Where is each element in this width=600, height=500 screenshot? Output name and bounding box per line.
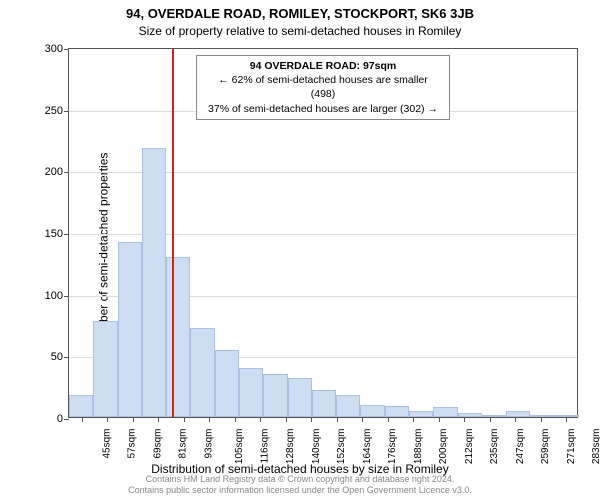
x-tick-mark <box>541 417 542 422</box>
histogram-bar <box>433 407 457 417</box>
x-tick-mark <box>311 417 312 422</box>
x-tick-mark <box>209 417 210 422</box>
infobox-line3: 37% of semi-detached houses are larger (… <box>205 102 441 116</box>
chart-container: 94, OVERDALE ROAD, ROMILEY, STOCKPORT, S… <box>0 0 600 500</box>
y-tick-mark <box>64 419 69 420</box>
histogram-bar <box>482 415 506 417</box>
x-tick-label: 188sqm <box>413 429 424 465</box>
x-tick-label: 152sqm <box>336 429 347 465</box>
x-tick-mark <box>133 417 134 422</box>
histogram-bar <box>166 257 190 417</box>
y-tick-mark <box>64 234 69 235</box>
x-tick-label: 176sqm <box>387 429 398 465</box>
x-tick-mark <box>184 417 185 422</box>
histogram-bar <box>93 321 117 417</box>
histogram-bar <box>142 148 166 417</box>
x-tick-mark <box>158 417 159 422</box>
x-tick-mark <box>286 417 287 422</box>
x-tick-mark <box>439 417 440 422</box>
x-tick-mark <box>515 417 516 422</box>
x-tick-label: 69sqm <box>152 429 163 459</box>
histogram-bar <box>69 395 93 417</box>
histogram-bar <box>360 405 384 417</box>
y-tick-mark <box>64 111 69 112</box>
x-tick-label: 235sqm <box>489 429 500 465</box>
histogram-bar <box>312 390 336 417</box>
y-tick-mark <box>64 357 69 358</box>
histogram-bar <box>288 378 312 417</box>
y-tick-mark <box>64 172 69 173</box>
y-tick-mark <box>64 49 69 50</box>
footer-line2: Contains public sector information licen… <box>0 485 600 497</box>
histogram-bar <box>239 368 263 417</box>
x-tick-mark <box>362 417 363 422</box>
title-main: 94, OVERDALE ROAD, ROMILEY, STOCKPORT, S… <box>0 6 600 21</box>
title-sub: Size of property relative to semi-detach… <box>0 24 600 38</box>
x-tick-mark <box>490 417 491 422</box>
reference-line <box>172 49 174 417</box>
x-tick-mark <box>107 417 108 422</box>
x-tick-label: 247sqm <box>515 429 526 465</box>
x-tick-label: 212sqm <box>464 429 475 465</box>
histogram-bar <box>530 415 554 417</box>
x-tick-label: 45sqm <box>101 429 112 459</box>
x-tick-label: 57sqm <box>127 429 138 459</box>
x-tick-mark <box>566 417 567 422</box>
x-tick-mark <box>388 417 389 422</box>
x-tick-label: 81sqm <box>178 429 189 459</box>
x-tick-label: 259sqm <box>540 429 551 465</box>
x-tick-mark <box>337 417 338 422</box>
footer-line1: Contains HM Land Registry data © Crown c… <box>0 474 600 486</box>
x-tick-label: 116sqm <box>259 429 270 464</box>
y-tick-mark <box>64 296 69 297</box>
x-tick-label: 128sqm <box>285 429 296 465</box>
chart-plot-area: 94 OVERDALE ROAD: 97sqm ← 62% of semi-de… <box>68 48 578 418</box>
x-tick-mark <box>413 417 414 422</box>
x-tick-label: 271sqm <box>566 429 577 465</box>
histogram-bar <box>458 413 482 417</box>
histogram-bar <box>506 411 530 417</box>
x-tick-label: 164sqm <box>362 429 373 465</box>
x-tick-label: 283sqm <box>591 429 600 465</box>
x-tick-mark <box>260 417 261 422</box>
x-tick-mark <box>82 417 83 422</box>
x-tick-label: 93sqm <box>203 429 214 459</box>
x-tick-mark <box>464 417 465 422</box>
histogram-bar <box>190 328 214 417</box>
histogram-bar <box>385 406 409 417</box>
histogram-bar <box>215 350 239 417</box>
footer-attribution: Contains HM Land Registry data © Crown c… <box>0 474 600 497</box>
x-tick-mark <box>235 417 236 422</box>
x-tick-label: 200sqm <box>438 429 449 465</box>
histogram-bar <box>336 395 360 417</box>
infobox-line1: 94 OVERDALE ROAD: 97sqm <box>205 59 441 73</box>
x-tick-label: 140sqm <box>311 429 322 465</box>
x-tick-label: 105sqm <box>234 429 245 465</box>
infobox-line2: ← 62% of semi-detached houses are smalle… <box>205 73 441 101</box>
histogram-bar <box>263 374 287 417</box>
histogram-bar <box>118 242 142 417</box>
info-annotation-box: 94 OVERDALE ROAD: 97sqm ← 62% of semi-de… <box>196 55 450 120</box>
